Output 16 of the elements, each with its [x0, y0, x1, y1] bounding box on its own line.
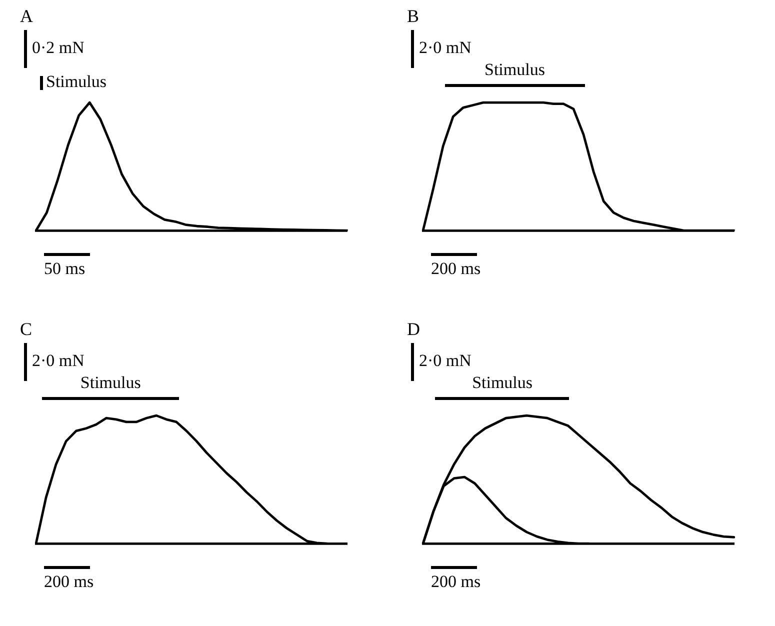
- text: Stimulus: [471, 373, 534, 393]
- text: 2·0 mN: [32, 351, 84, 371]
- chart-title: C: [20, 319, 32, 340]
- chart-title: A: [20, 6, 33, 27]
- chart-title: B: [407, 6, 420, 27]
- text: 200 ms: [431, 258, 481, 279]
- text: 200 ms: [431, 572, 481, 592]
- text: 50 ms: [44, 258, 86, 279]
- text: 0·2 mN: [32, 38, 84, 58]
- chart-title: D: [407, 319, 420, 340]
- text: 2·0 mN: [419, 38, 472, 58]
- text: 200 ms: [44, 572, 94, 592]
- text: 2·0 mN: [419, 351, 472, 371]
- text: Stimulus: [79, 373, 142, 393]
- text: Stimulus: [46, 72, 106, 92]
- text: Stimulus: [484, 60, 546, 80]
